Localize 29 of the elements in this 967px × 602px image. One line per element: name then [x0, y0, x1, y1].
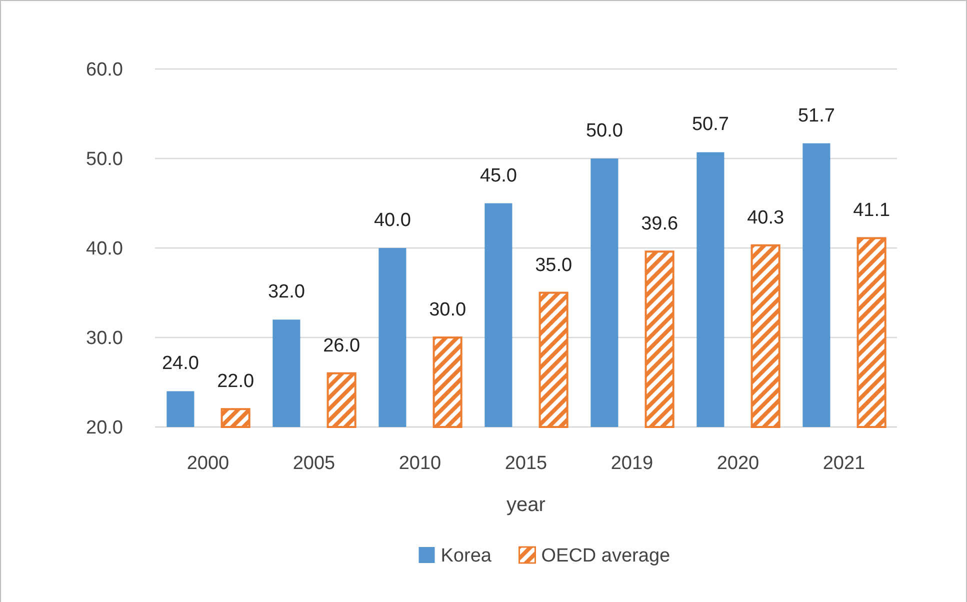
x-tick-label: 2020 [716, 453, 760, 474]
x-tick-label: 2005 [292, 453, 336, 474]
x-tick-label: 2015 [504, 453, 548, 474]
data-label: 24.0 [162, 353, 199, 374]
x-axis-title: year [506, 494, 546, 516]
legend-label: Korea [440, 546, 492, 567]
data-label: 50.7 [692, 114, 729, 136]
x-tick-label: 2000 [186, 453, 230, 474]
y-tick-label: 50.0 [86, 149, 123, 170]
legend-label: OECD average [541, 546, 670, 567]
data-label: 45.0 [480, 165, 517, 186]
y-tick-label: 60.0 [86, 60, 123, 81]
data-label: 41.1 [853, 200, 890, 222]
y-tick-label: 30.0 [86, 328, 123, 350]
data-label: 51.7 [798, 105, 835, 126]
data-label: 40.0 [374, 210, 411, 231]
data-label: 39.6 [641, 214, 678, 235]
x-tick-label: 2021 [822, 453, 866, 474]
x-tick-label: 2019 [610, 453, 654, 474]
data-label: 32.0 [268, 282, 305, 303]
x-tick-label: 2010 [398, 453, 442, 474]
data-label: 35.0 [535, 254, 572, 276]
data-label: 40.3 [747, 207, 784, 228]
data-label: 22.0 [217, 371, 254, 392]
y-tick-label: 40.0 [86, 238, 123, 260]
data-label: 30.0 [429, 300, 466, 320]
y-tick-label: 20.0 [86, 418, 123, 439]
data-label: 26.0 [323, 335, 360, 356]
data-label: 50.0 [586, 120, 623, 142]
